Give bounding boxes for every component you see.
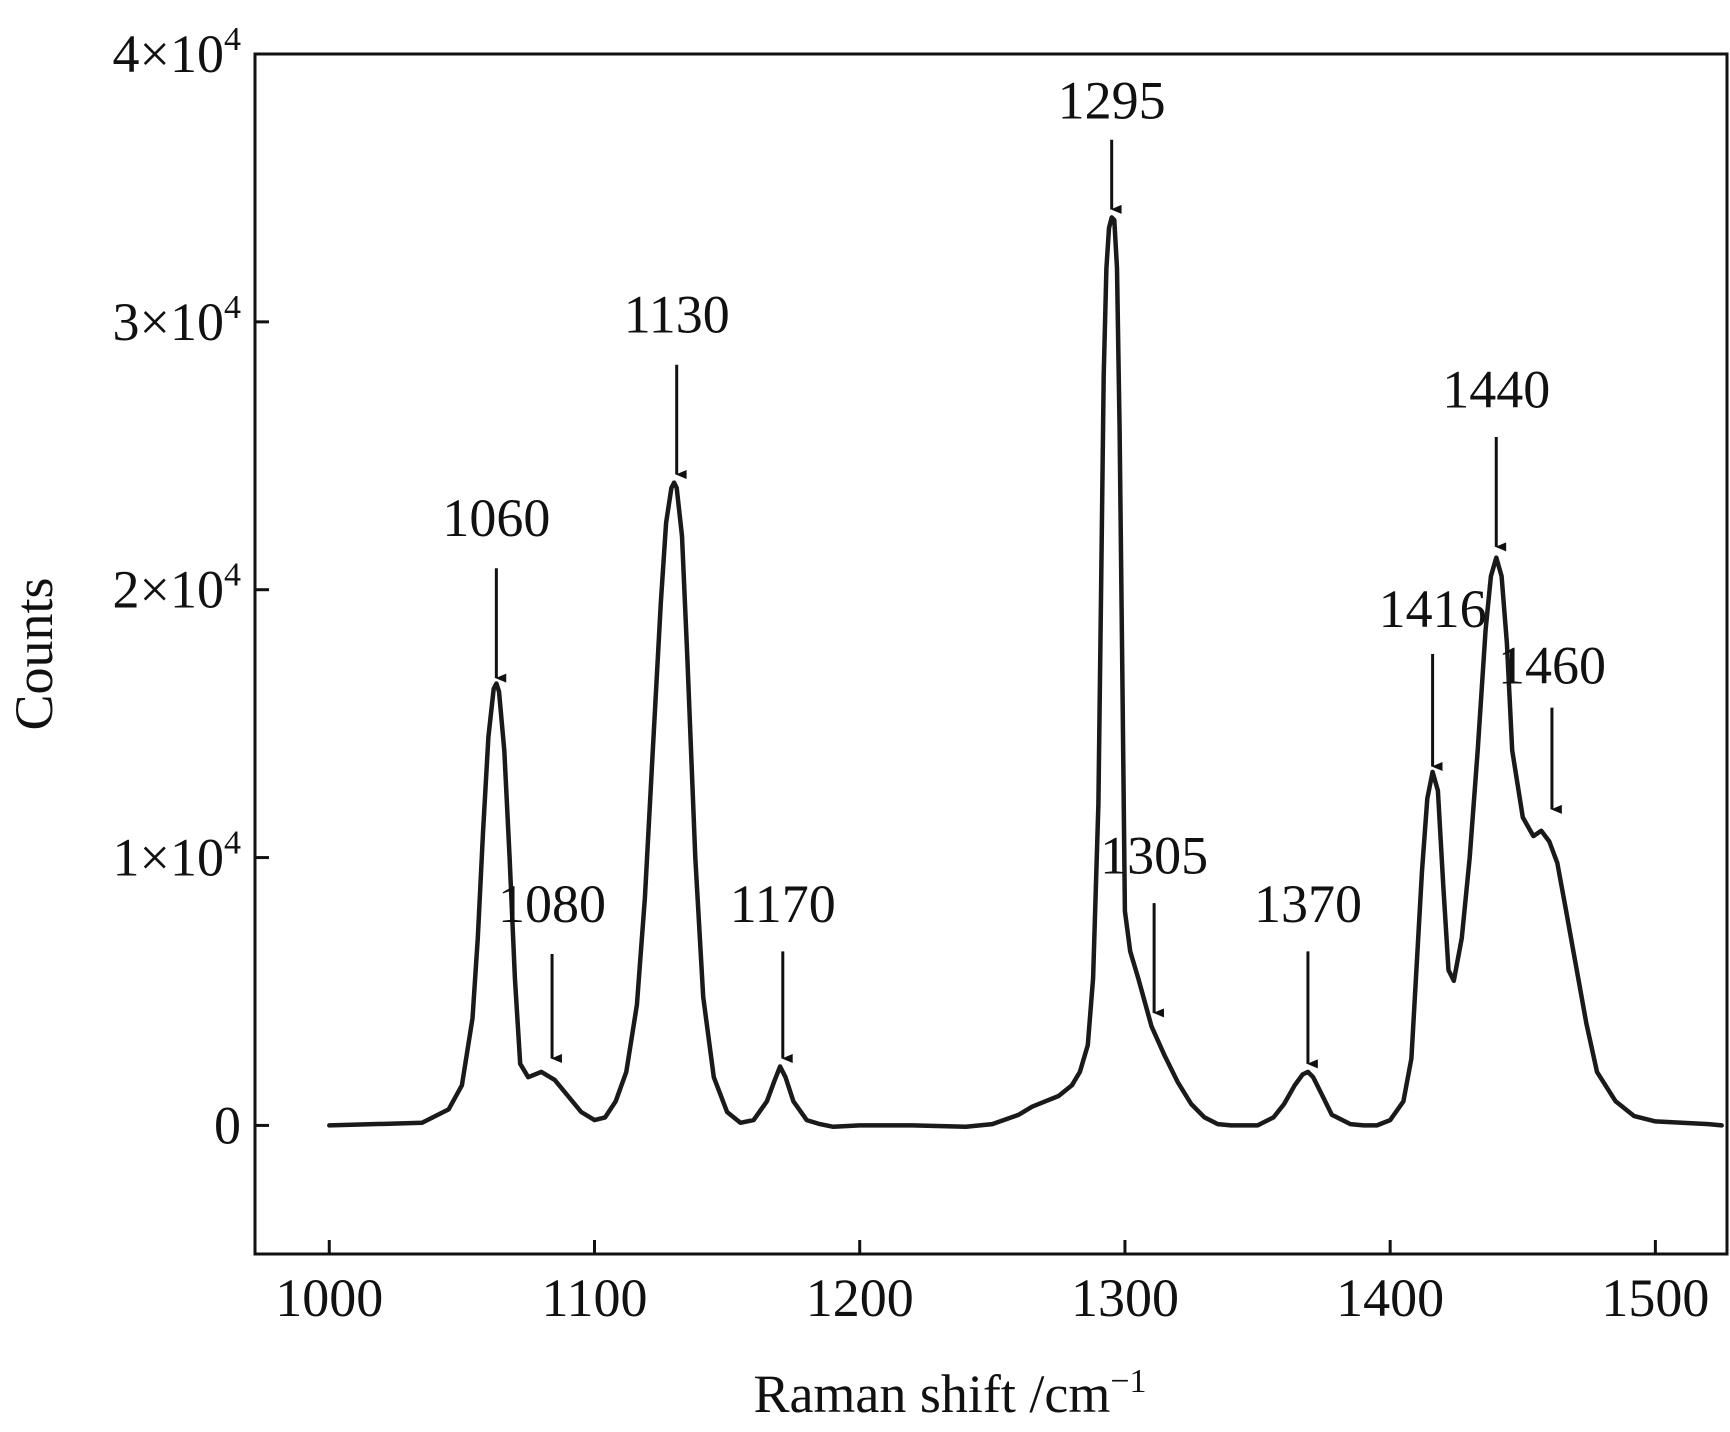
peak-annotation: 1460 [1498, 635, 1606, 814]
peak-annotation: 1060 [442, 488, 550, 683]
x-tick-label: 1200 [806, 1268, 914, 1328]
peak-annotation: 1416 [1379, 579, 1487, 771]
peak-annotation: 1305 [1100, 826, 1208, 1018]
spectrum-line-0 [327, 215, 1724, 1130]
y-tick-label-exponent: 4 [224, 289, 241, 326]
y-tick-label: 4×104 [113, 21, 241, 84]
peak-annotation: 1080 [498, 874, 606, 1063]
plot-frame [253, 52, 1729, 1256]
x-axis-label-superscript: −1 [1110, 1363, 1146, 1400]
peak-label: 1080 [498, 874, 606, 934]
peak-annotation: 1170 [730, 874, 836, 1063]
x-axis-ticks: 1000 1100 1200 1300 1400 1500 [275, 1240, 1709, 1328]
y-tick-label: 3×104 [113, 289, 241, 352]
peak-label: 1060 [442, 488, 550, 548]
y-tick-label: 2×104 [113, 557, 241, 620]
peak-annotation: 1295 [1058, 70, 1166, 214]
peak-label: 1295 [1058, 70, 1166, 130]
y-axis-label: Counts [4, 577, 64, 730]
series-layer [327, 215, 1724, 1130]
peak-annotation: 1440 [1442, 360, 1550, 552]
y-tick-label: 1×104 [113, 825, 241, 888]
peak-label: 1130 [624, 285, 730, 345]
y-tick-label-exponent: 4 [224, 825, 241, 862]
x-tick-label: 1400 [1336, 1268, 1444, 1328]
y-tick-label-base: 4×10 [113, 24, 224, 84]
peak-label: 1170 [730, 874, 836, 934]
y-tick-label-exponent: 4 [224, 557, 241, 594]
y-tick-label-base: 1×10 [113, 828, 224, 888]
y-tick-label-base: 0 [214, 1095, 241, 1155]
peak-label: 1370 [1254, 874, 1362, 934]
y-tick-label: 0 [214, 1095, 241, 1155]
x-tick-label: 1500 [1601, 1268, 1709, 1328]
peak-label: 1305 [1100, 826, 1208, 886]
y-tick-label-exponent: 4 [224, 21, 241, 58]
y-tick-label-base: 3×10 [113, 292, 224, 352]
x-tick-label: 1000 [275, 1268, 383, 1328]
peak-label: 1416 [1379, 579, 1487, 639]
y-tick-label-base: 2×10 [113, 560, 224, 620]
x-axis-label: Raman shift /cm−1 [753, 1363, 1146, 1424]
peak-annotation: 1370 [1254, 874, 1362, 1069]
peak-annotations: 1060 1080 1130 1170 1295 1305 1370 1416 1440 1460 [442, 70, 1606, 1069]
peak-label: 1460 [1498, 635, 1606, 695]
peak-label: 1440 [1442, 360, 1550, 420]
x-tick-label: 1300 [1071, 1268, 1179, 1328]
x-tick-label: 1100 [541, 1268, 647, 1328]
peak-annotation: 1130 [624, 285, 730, 480]
